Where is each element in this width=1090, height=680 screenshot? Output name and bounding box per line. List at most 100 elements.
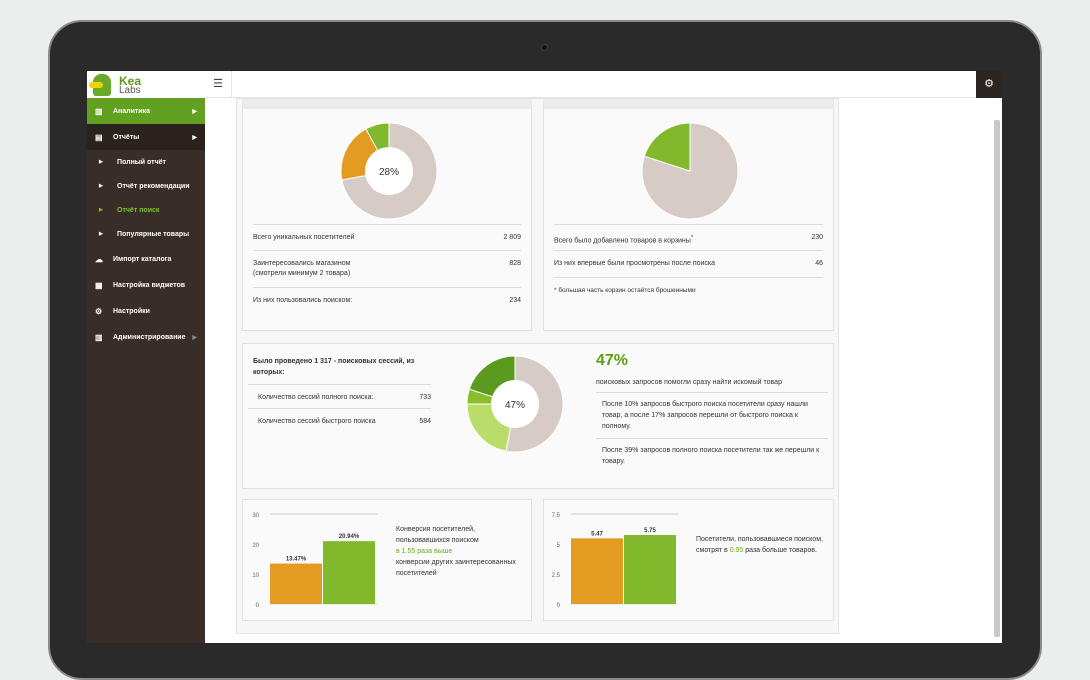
conversion-text: Конверсия посетителей, пользовавшихся пои… [396,524,516,579]
content: 28% Всего уникальных посетителей 2 809 За… [205,98,1002,643]
stat-label-line: Заинтересовались магазином [253,260,351,267]
label: Отчёт рекомендации [117,182,190,190]
center-label: 28% [379,167,399,178]
gear-icon: ⚙ [95,306,103,316]
note: После 39% запросов полного поиска посети… [596,438,828,467]
stat-value: 733 [419,394,431,401]
conversion-panel: 0 10 20 30 13.47% 20.94% Конверсия посетителе… [242,499,532,621]
stat-row: Заинтересовались магазином (смотрели мини… [253,250,521,279]
stat-label: Из них впервые были просмотрены после по… [554,260,716,267]
scrollbar[interactable] [994,120,1000,637]
sidebar-item-analytics[interactable]: ▥ Аналитика ▶ [87,98,205,124]
cloud-upload-icon: ☁ [95,254,103,264]
y-tick-label: 7.5 [552,513,561,519]
bar-value-label: 20.94% [339,534,360,540]
bar [323,541,375,604]
label: Импорт каталога [113,255,172,263]
highlight-text: 0.95 [729,547,744,554]
grid-icon: ▦ [95,280,103,290]
bar-chart-icon: ▥ [95,332,103,342]
carts-pie-chart [641,122,739,220]
views-panel: 0 2.5 5 7.5 5.47 5.75 Посетители, пользовавши… [543,499,834,621]
bullet-icon: ▶ [99,183,103,189]
menu-toggle-icon[interactable]: ☰ [205,71,232,98]
donut-hole [365,147,413,195]
stat-row: Всего уникальных посетителей 2 809 [253,224,521,243]
stat-row: Из них пользовались поиском: 234 [253,287,521,306]
y-tick-label: 30 [252,513,259,519]
text-line: посетителей [396,570,437,577]
stat-value: 230 [811,234,823,241]
logo-text-2: Labs [119,85,141,96]
conversion-bar-chart: 0 10 20 30 13.47% 20.94% [252,513,378,609]
center-label: 47% [505,400,525,411]
bar-chart-icon: ▥ [95,106,103,116]
y-tick-label: 0 [557,603,561,609]
sessions-donut-chart: 47% [466,355,564,453]
y-tick-label: 10 [252,573,259,579]
sidebar-item-reports[interactable]: ▤ Отчёты ▶ [87,124,205,150]
logo[interactable]: Kea Labs [87,71,205,98]
footnote-mark: * [690,235,694,241]
screen: Kea Labs ☰ ⚙ ▥ Аналитика ▶ ▤ Отчёты ▶ ▶ Полный… [87,71,1002,643]
views-text: Посетители, пользовавшиеся поиском, смотр… [696,534,823,556]
bar-value-label: 5.75 [644,528,656,534]
y-tick-label: 5 [557,543,561,549]
text-line: конверсии других заинтересованных [396,559,516,566]
stat-label: Количество сессий полного поиска: [258,394,374,401]
text-line: смотрят в [696,547,730,554]
stat-label: Всего было добавлено товаров в корзины* [554,233,693,246]
carts-panel: Всего было добавлено товаров в корзины* 2… [543,99,834,331]
donut-hole [491,380,539,428]
stat-value: 828 [509,260,521,267]
label: Администрирование [113,333,186,341]
chevron-right-icon: ▶ [192,134,197,141]
stat-value: 584 [419,418,431,425]
report-container: 28% Всего уникальных посетителей 2 809 За… [236,98,839,634]
note: После 10% запросов быстрого поиска посет… [596,392,828,432]
stat-label: Заинтересовались магазином (смотрели мини… [253,259,350,279]
pie-slice [643,122,691,172]
label: Настройка виджетов [113,281,186,289]
stat-value: 2 809 [503,234,521,241]
logo-text: Kea [119,74,142,88]
top-bar: ☰ ⚙ [205,71,1002,98]
stat-label-text: Всего было добавлено товаров в корзины [554,237,691,245]
text-line: Посетители, пользовавшиеся поиском, [696,536,823,543]
bar [624,535,676,604]
label: Отчёт поиск [117,206,160,214]
webcam [541,44,548,51]
bar-value-label: 5.47 [591,531,603,537]
label: Настройки [113,307,150,315]
parrot-logo-icon [89,74,111,96]
chevron-right-icon: ▶ [192,108,197,115]
views-bar-chart: 0 2.5 5 7.5 5.47 5.75 [552,513,679,609]
document-icon: ▤ [95,132,103,142]
sidebar-item-widgets[interactable]: ▦ Настройка виджетов [87,272,205,298]
highlight-text: в 1.55 раза выше [396,548,453,555]
stat-label: Всего уникальных посетителей [253,234,355,241]
sidebar-subitem-popular[interactable]: ▶ Популярные товары [87,222,205,246]
sidebar: ▥ Аналитика ▶ ▤ Отчёты ▶ ▶ Полный отчёт ▶ Отчё… [87,98,205,643]
sidebar-subitem-search-report[interactable]: ▶ Отчёт поиск [87,198,205,222]
bar-value-label: 13.47% [286,557,307,563]
sidebar-item-admin[interactable]: ▥ Администрирование ▶ [87,324,205,350]
visitors-panel: 28% Всего уникальных посетителей 2 809 За… [242,99,532,331]
sidebar-item-import[interactable]: ☁ Импорт каталога [87,246,205,272]
sidebar-subitem-recommendations[interactable]: ▶ Отчёт рекомендации [87,174,205,198]
sidebar-subitem-full-report[interactable]: ▶ Полный отчёт [87,150,205,174]
chevron-right-icon: ▶ [192,334,197,341]
stat-value: 46 [815,260,823,267]
sidebar-item-settings[interactable]: ⚙ Настройки [87,298,205,324]
label: Популярные товары [117,230,190,238]
bullet-icon: ▶ [99,207,103,213]
stat-row: Количество сессий полного поиска: 733 [248,384,431,403]
text-line: Конверсия посетителей, [396,526,475,533]
settings-gear-icon[interactable]: ⚙ [976,71,1002,98]
stat-label: Количество сессий быстрого поиска [258,418,376,425]
footnote: * большая часть корзин остаётся брошенны… [554,277,823,296]
success-caption: поисковых запросов помогли сразу найти и… [596,379,782,386]
visitors-donut-chart: 28% [340,122,438,220]
y-tick-label: 2.5 [552,573,561,579]
stat-value: 234 [509,297,521,304]
